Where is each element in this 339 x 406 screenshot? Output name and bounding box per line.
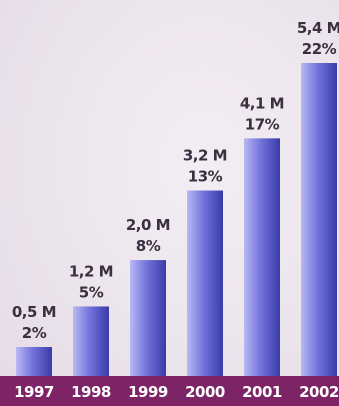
bar-1998: [73, 306, 109, 376]
x-tick-2000: 2000: [185, 383, 225, 401]
value-label-1997: 0,5 M: [12, 303, 56, 321]
x-tick-2002: 2002: [299, 383, 339, 401]
percent-label-1998: 5%: [79, 283, 104, 301]
x-tick-1999: 1999: [128, 383, 168, 401]
x-tick-1998: 1998: [71, 383, 111, 401]
value-label-2001: 4,1 M: [240, 94, 284, 112]
bar-2002: [301, 63, 337, 376]
value-label-2000: 3,2 M: [183, 147, 227, 165]
percent-label-2001: 17%: [245, 115, 280, 133]
percent-label-2002: 22%: [302, 40, 337, 58]
x-tick-1997: 1997: [14, 383, 54, 401]
value-label-2002: 5,4 M: [297, 19, 339, 37]
x-axis-band: [0, 376, 339, 406]
bar-2000: [187, 190, 223, 376]
bar-2001: [244, 138, 280, 376]
bar-1999: [130, 260, 166, 376]
value-label-1999: 2,0 M: [126, 216, 170, 234]
bar-1997: [16, 347, 52, 376]
percent-label-1997: 2%: [22, 324, 47, 342]
percent-label-1999: 8%: [136, 237, 161, 255]
value-label-1998: 1,2 M: [69, 262, 113, 280]
x-tick-2001: 2001: [242, 383, 282, 401]
percent-label-2000: 13%: [188, 168, 223, 186]
